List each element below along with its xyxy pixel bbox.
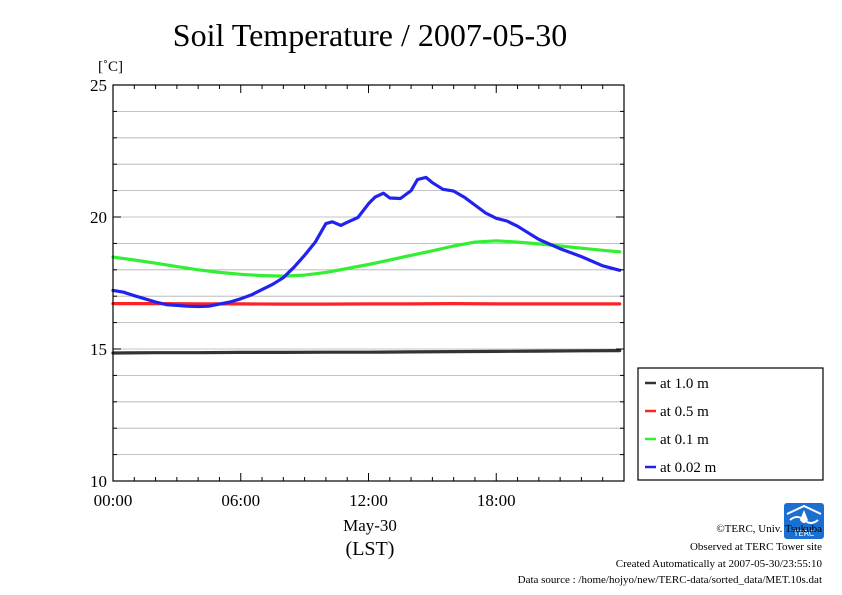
gridlines <box>113 111 624 456</box>
y-tick-label: 10 <box>90 472 107 491</box>
credit-created: Created Automatically at 2007-05-30/23:5… <box>616 558 823 570</box>
series-line-1 <box>111 302 622 306</box>
legend: at 1.0 m at 0.5 m at 0.1 m at 0.02 m <box>637 367 824 481</box>
legend-label-2: at 0.1 m <box>660 432 709 448</box>
y-tick-label: 25 <box>90 76 107 95</box>
chart-title: Soil Temperature / 2007-05-30 <box>173 17 567 53</box>
terc-logo-icon: TERC <box>784 503 824 539</box>
series-layer <box>111 175 622 355</box>
y-axis-unit-label: [˚C] <box>98 59 123 75</box>
x-axis-ticks: 00:00 06:00 12:00 18:00 <box>94 85 625 510</box>
legend-label-0: at 1.0 m <box>660 376 709 392</box>
x-axis-timezone-label: (LST) <box>346 538 395 560</box>
series-line-3 <box>111 175 622 309</box>
y-tick-label: 20 <box>90 208 107 227</box>
plot-frame <box>112 84 625 482</box>
credit-observed: Observed at TERC Tower site <box>690 541 822 553</box>
legend-label-1: at 0.5 m <box>660 404 709 420</box>
y-axis-ticks: 10 15 20 25 <box>90 76 624 491</box>
legend-label-3: at 0.02 m <box>660 460 717 476</box>
credit-copyright: ©TERC, Univ. Tsukuba <box>716 523 822 535</box>
legend-box <box>637 367 824 481</box>
series-line-0 <box>111 349 622 355</box>
x-tick-label: 12:00 <box>349 491 388 510</box>
y-tick-label: 15 <box>90 340 107 359</box>
x-tick-label: 00:00 <box>94 491 133 510</box>
x-axis-date-label: May-30 <box>343 516 397 535</box>
credit-data-source: Data source : /home/hojyo/new/TERC-data/… <box>518 574 822 586</box>
x-tick-label: 18:00 <box>477 491 516 510</box>
x-tick-label: 06:00 <box>221 491 260 510</box>
series-line-2 <box>111 239 622 278</box>
svg-text:TERC: TERC <box>793 529 815 538</box>
